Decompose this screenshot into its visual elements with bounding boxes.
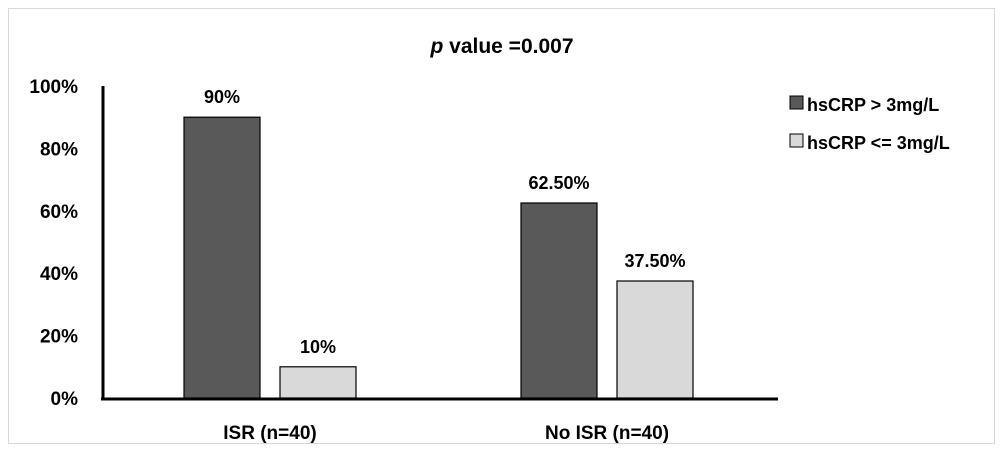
y-tick-label: 0% bbox=[51, 389, 79, 410]
y-tick-label: 60% bbox=[40, 202, 78, 223]
legend-swatch bbox=[789, 95, 804, 110]
x-axis-labels: ISR (n=40) No ISR (n=40) bbox=[223, 423, 669, 444]
y-axis-ticks: 0% 20% 40% 60% 80% 100% bbox=[29, 77, 78, 410]
bar bbox=[616, 280, 694, 399]
legend-swatch bbox=[789, 133, 804, 148]
chart-title: p value =0.007 bbox=[429, 35, 573, 58]
x-tick-label: ISR (n=40) bbox=[223, 423, 316, 444]
chart-title-italic: p bbox=[429, 35, 443, 58]
bar-value-label: 10% bbox=[300, 337, 336, 357]
y-tick-label: 40% bbox=[40, 264, 78, 285]
bar bbox=[183, 116, 261, 399]
bar bbox=[520, 202, 598, 399]
bars bbox=[183, 116, 694, 399]
x-tick-label: No ISR (n=40) bbox=[545, 423, 669, 444]
y-tick-label: 20% bbox=[40, 327, 78, 348]
legend: hsCRP > 3mg/L hsCRP <= 3mg/L bbox=[789, 95, 950, 153]
chart-title-rest: value =0.007 bbox=[443, 35, 573, 58]
bar bbox=[279, 366, 357, 399]
bar-value-label: 62.50% bbox=[528, 173, 589, 193]
y-tick-label: 100% bbox=[29, 77, 78, 98]
bar-value-label: 37.50% bbox=[624, 251, 685, 271]
bar-labels: 90% 10% 62.50% 37.50% bbox=[204, 87, 686, 357]
legend-label: hsCRP > 3mg/L bbox=[807, 95, 939, 115]
chart-frame bbox=[8, 8, 995, 444]
bar-value-label: 90% bbox=[204, 87, 240, 107]
y-tick-label: 80% bbox=[40, 139, 78, 160]
legend-label: hsCRP <= 3mg/L bbox=[807, 133, 950, 153]
